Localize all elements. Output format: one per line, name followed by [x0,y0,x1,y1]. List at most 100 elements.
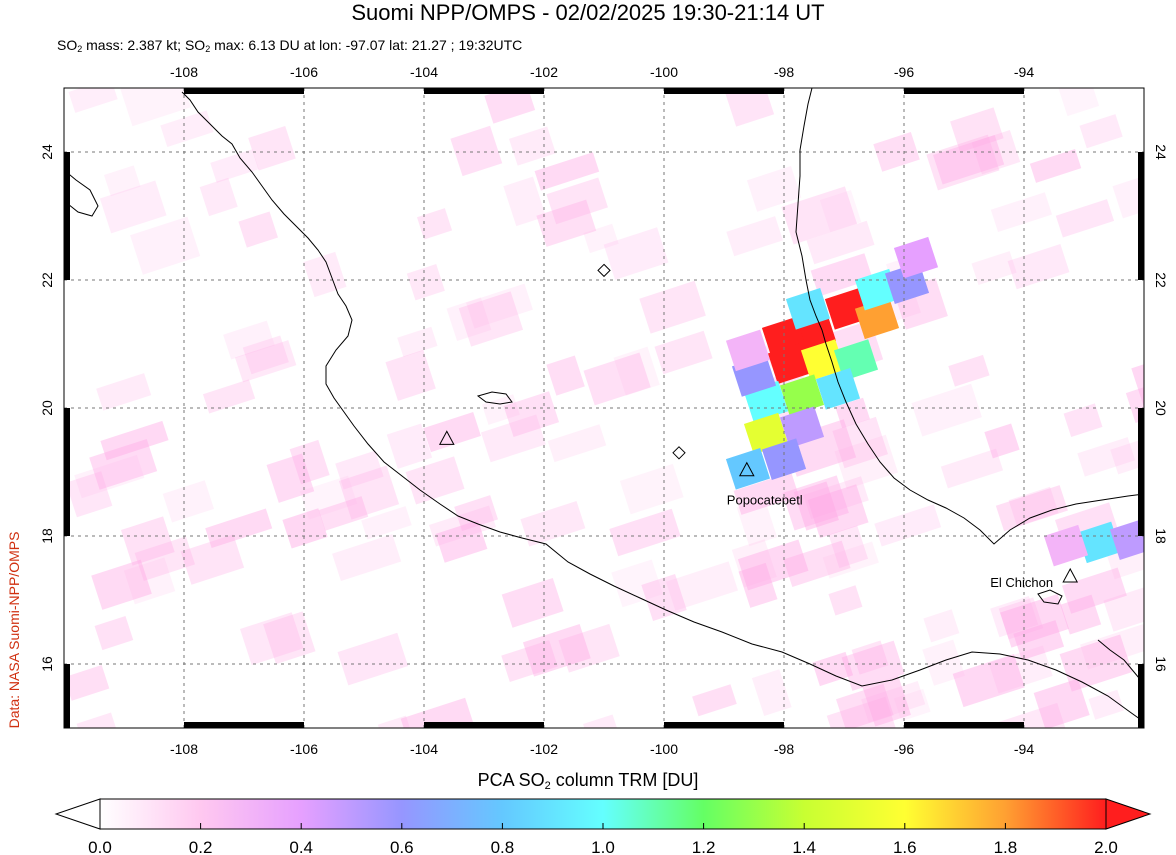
lat-label-left: 22 [39,272,55,288]
background-cell [812,651,854,687]
colorbar-tick-label: 1.4 [792,838,816,855]
map-frame-bars [64,88,1144,728]
background-cell [922,639,965,686]
background-cell [583,714,622,728]
background-cell [199,177,238,217]
background-cell [641,574,687,621]
background-cell [1125,380,1144,424]
volcano-name-label: Popocatepetl [727,493,803,508]
background-cell [793,481,839,531]
background-cell [503,391,560,437]
so2-cell [785,288,831,330]
frame-bar-left [64,408,70,536]
background-cell [990,192,1053,233]
latitude-labels: 16 16 18 18 20 20 22 22 24 24 [39,144,1169,672]
volcano-triangle-icon [738,461,755,477]
yucatan-coast [1097,639,1144,685]
background-cell [130,216,201,275]
background-cell [583,352,651,406]
background-cell [100,420,169,461]
background-cell [454,495,499,532]
background-cell [210,149,259,183]
coastline-pacific [181,91,1144,723]
background-cell [731,539,777,588]
background-cell [995,485,1068,532]
background-cell [950,107,1004,153]
map-title: Suomi NPP/OMPS - 02/02/2025 19:30-21:14 … [351,0,825,25]
so2-summary-part2: mass: 2.387 kt; SO [82,37,206,53]
background-cell [611,559,663,608]
background-cell [162,480,215,523]
so2-cell [1043,524,1089,567]
background-cell [1029,149,1082,183]
lon-label-bottom: -98 [774,741,794,757]
background-cell [332,534,402,582]
lon-label-bottom: -104 [410,741,438,757]
background-cell [783,540,851,587]
volcano-name-label: El Chichon [990,575,1053,590]
colorbar-min-arrow [54,798,101,830]
background-cell [994,702,1069,728]
background-cell [810,253,873,297]
background-cell [480,414,546,463]
background-cell [466,283,533,329]
so2-cell [779,374,825,416]
background-cell [603,227,669,280]
frame-bar-right [1138,152,1144,280]
colorbar-tick-label: 1.6 [893,838,917,855]
background-cell [832,416,888,469]
background-cell [546,177,608,225]
so2-cell [779,406,825,448]
background-cell [361,506,412,540]
background-cell [458,291,524,347]
background-cell [873,132,920,172]
frame-bar-bottom [904,722,1024,728]
background-cell [826,696,897,728]
colorbar-ticks: 0.0 0.2 0.4 0.6 0.8 1.0 1.2 1.4 1.6 1.8 2.0 [88,823,1118,855]
volcano-markers: Popocatepetl El Chichon [438,263,1079,590]
background-cell [1007,244,1070,290]
background-cell [665,561,739,611]
background-cell [160,110,214,147]
so2-summary-sub2: 2 [205,44,211,54]
background-cell [385,349,436,401]
so2-summary-sub1: 2 [77,44,83,54]
background-cell [91,559,152,610]
background-cell [335,450,384,490]
lat-label-left: 18 [39,528,55,544]
so2-map: -108 -108 -106 -106 -104 -104 -102 -102 -100 -100… [39,64,1169,757]
frame-bar-left [64,664,70,728]
background-cell [911,383,982,437]
background-cell [289,439,330,485]
background-cell [234,340,297,383]
colorbar-tick-label: 2.0 [1094,838,1118,855]
background-cell [238,211,278,248]
background-cell [64,665,110,701]
background-cell [781,186,858,245]
background-cell [1061,567,1127,614]
background-cell [501,577,564,628]
background-cell [123,557,176,605]
background-cell [1063,403,1103,438]
background-cell [828,585,863,616]
background-cell [1013,620,1065,661]
so2-summary-part3: max: 6.13 DU at lon: -97.07 lat: 21.27 ;… [210,37,523,53]
background-cell [933,134,1005,185]
lon-label-bottom: -100 [650,741,678,757]
lake-chapala [476,391,513,405]
lat-label-right: 24 [1153,144,1169,160]
so2-summary: SO2 mass: 2.387 kt; SO2 max: 6.13 DU at … [57,36,522,54]
background-cell [318,496,369,531]
lat-label-left: 20 [39,400,55,416]
frame-bar-top [424,88,544,94]
background-cell [303,251,347,298]
background-cell [299,475,358,520]
background-cell [851,640,889,675]
background-cell [613,346,660,396]
so2-cell [893,236,939,279]
background-cell [583,223,619,254]
colorbar-tick-label: 0.0 [88,838,112,855]
background-cell [65,471,113,518]
background-cell [1103,583,1144,632]
background-cell [746,166,802,212]
